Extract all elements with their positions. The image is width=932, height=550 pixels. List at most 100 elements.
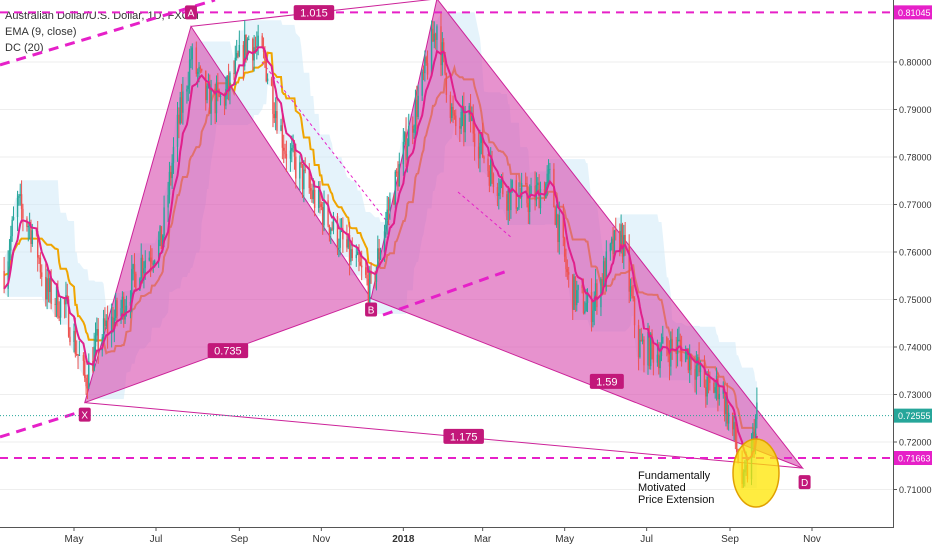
candle-body	[172, 146, 175, 163]
candle	[257, 24, 259, 56]
candle-body	[54, 303, 56, 305]
dc-indicator-label[interactable]: DC (20)	[5, 42, 44, 54]
xtick-label: Sep	[721, 534, 739, 545]
candle-body	[417, 95, 419, 117]
projection-line	[261, 61, 393, 229]
candle	[219, 92, 222, 106]
ytick: 0.75000	[893, 295, 932, 305]
candle-body	[366, 274, 368, 279]
candle-body	[432, 28, 434, 42]
candle	[65, 281, 67, 318]
ytick: 0.71000	[893, 485, 932, 495]
candle-body	[511, 180, 513, 190]
point-label-a: A	[184, 5, 197, 20]
candle	[112, 306, 114, 333]
candle-body	[152, 263, 155, 265]
candle-body	[695, 365, 698, 380]
candle-body	[754, 419, 757, 448]
candle-body	[179, 97, 181, 124]
candle	[86, 374, 89, 400]
candle-body	[572, 274, 574, 310]
candle-body	[483, 156, 485, 159]
candle-body	[398, 164, 401, 187]
candle-body	[499, 181, 501, 193]
candle	[348, 221, 351, 276]
candle	[300, 161, 302, 168]
candle-body	[323, 200, 325, 226]
ema-indicator-label[interactable]: EMA (9, close)	[5, 26, 77, 38]
candle-body	[688, 355, 691, 371]
price-tag-text: 0.81045	[898, 8, 931, 18]
candle	[332, 211, 335, 235]
candle-body	[116, 300, 118, 317]
candle	[498, 178, 500, 210]
candle-body	[339, 230, 341, 248]
candle-body	[110, 316, 113, 334]
candle-body	[378, 248, 380, 259]
candle	[573, 273, 575, 310]
annotation-line: Fundamentally	[638, 470, 711, 482]
candle-body	[120, 308, 122, 317]
candle-body	[530, 185, 532, 195]
candle-body	[731, 412, 734, 430]
candle	[7, 250, 9, 297]
candle-body	[500, 178, 503, 182]
candle-body	[327, 200, 329, 226]
candle-body	[3, 271, 5, 289]
candle-body	[631, 286, 633, 296]
candle-body	[383, 231, 386, 253]
candle	[508, 187, 511, 222]
candle	[652, 341, 655, 376]
candle	[10, 225, 12, 261]
candle-body	[752, 431, 754, 443]
candle-body	[148, 257, 150, 261]
candle-body	[69, 336, 71, 343]
point-label-b: B	[365, 302, 378, 317]
candle	[311, 183, 313, 203]
point-label-bg	[78, 407, 91, 422]
candle-body	[573, 276, 575, 310]
candle-body	[209, 84, 211, 114]
ytick: 0.79000	[893, 105, 932, 115]
candle-body	[246, 39, 249, 56]
candle	[416, 85, 418, 133]
candle-body	[346, 239, 348, 248]
candle	[725, 395, 727, 427]
candle-body	[698, 357, 700, 373]
candle	[555, 204, 558, 228]
candle	[63, 297, 66, 319]
candle-body	[256, 46, 258, 48]
candle-body	[176, 114, 179, 147]
candle-body	[393, 198, 395, 205]
candle	[143, 261, 145, 289]
candle-body	[452, 106, 454, 113]
candle-body	[426, 63, 429, 75]
candle-body	[292, 144, 294, 148]
candle-body	[413, 128, 415, 133]
candle	[492, 172, 495, 194]
candle-body	[451, 106, 453, 118]
candle	[18, 194, 20, 206]
candle-body	[416, 99, 418, 117]
candle	[19, 183, 21, 206]
candle	[206, 83, 208, 104]
candle	[78, 340, 81, 357]
candle-body	[641, 339, 644, 342]
candle-body	[171, 162, 173, 179]
candle-body	[264, 51, 266, 61]
candle	[215, 75, 218, 123]
price-axis: 0.820000.800000.790000.780000.770000.760…	[893, 0, 932, 550]
candle-body	[59, 299, 62, 318]
candle-body	[191, 47, 193, 60]
candle-body	[472, 115, 474, 134]
candle-body	[658, 354, 660, 369]
candle	[178, 107, 180, 139]
candle-body	[516, 207, 519, 209]
candle-body	[214, 88, 216, 114]
candle	[434, 32, 437, 50]
candle-body	[162, 235, 164, 250]
candle	[195, 41, 198, 77]
candle	[59, 297, 62, 325]
candle	[168, 161, 171, 204]
